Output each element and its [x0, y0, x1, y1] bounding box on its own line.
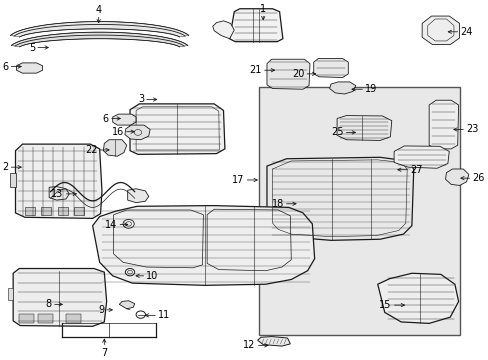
Polygon shape — [17, 63, 42, 73]
Polygon shape — [11, 32, 187, 47]
Polygon shape — [19, 314, 34, 323]
Polygon shape — [13, 269, 106, 326]
Text: 5: 5 — [29, 42, 35, 53]
Polygon shape — [25, 207, 35, 215]
Text: 10: 10 — [146, 271, 158, 281]
Polygon shape — [445, 169, 468, 185]
Polygon shape — [313, 59, 347, 77]
Text: 8: 8 — [46, 300, 52, 309]
Polygon shape — [266, 59, 309, 89]
Text: 27: 27 — [409, 165, 422, 175]
Text: 6: 6 — [2, 62, 8, 72]
Text: 2: 2 — [2, 162, 8, 172]
Text: 3: 3 — [138, 94, 144, 104]
Polygon shape — [10, 173, 16, 187]
Polygon shape — [428, 100, 458, 149]
Text: 20: 20 — [291, 69, 304, 79]
Text: 25: 25 — [330, 127, 343, 138]
Text: 17: 17 — [232, 175, 244, 185]
Text: 13: 13 — [51, 189, 63, 199]
Text: 4: 4 — [96, 5, 102, 15]
Polygon shape — [103, 140, 126, 156]
Polygon shape — [41, 207, 51, 215]
Polygon shape — [212, 21, 234, 39]
Polygon shape — [58, 207, 68, 215]
Polygon shape — [113, 114, 136, 125]
Polygon shape — [8, 288, 13, 300]
Polygon shape — [377, 273, 458, 323]
Text: 21: 21 — [249, 65, 261, 75]
Polygon shape — [119, 301, 134, 309]
Polygon shape — [257, 337, 290, 346]
Text: 23: 23 — [465, 125, 477, 135]
Polygon shape — [336, 116, 391, 140]
Polygon shape — [421, 16, 459, 45]
Text: 1: 1 — [260, 4, 266, 14]
Polygon shape — [124, 125, 150, 140]
Polygon shape — [329, 82, 355, 94]
Polygon shape — [74, 207, 84, 215]
Polygon shape — [130, 104, 224, 154]
Text: 14: 14 — [105, 220, 117, 230]
Polygon shape — [266, 157, 413, 240]
Text: 7: 7 — [101, 347, 107, 357]
Polygon shape — [393, 146, 448, 168]
Polygon shape — [229, 9, 282, 42]
Text: 11: 11 — [158, 310, 170, 320]
Polygon shape — [16, 144, 102, 219]
Polygon shape — [127, 189, 148, 203]
Text: 16: 16 — [111, 127, 123, 137]
Text: 19: 19 — [365, 84, 377, 94]
Text: 26: 26 — [472, 173, 484, 183]
Text: 6: 6 — [102, 113, 109, 123]
Polygon shape — [10, 22, 188, 37]
Text: 9: 9 — [98, 305, 104, 315]
Text: 18: 18 — [271, 199, 283, 209]
Text: 24: 24 — [460, 27, 472, 37]
Polygon shape — [66, 314, 81, 323]
Text: 12: 12 — [243, 340, 255, 350]
Text: 22: 22 — [84, 145, 97, 155]
Polygon shape — [92, 206, 314, 285]
Polygon shape — [49, 186, 69, 200]
Text: 15: 15 — [379, 300, 391, 310]
FancyBboxPatch shape — [258, 87, 459, 336]
Polygon shape — [38, 314, 53, 323]
